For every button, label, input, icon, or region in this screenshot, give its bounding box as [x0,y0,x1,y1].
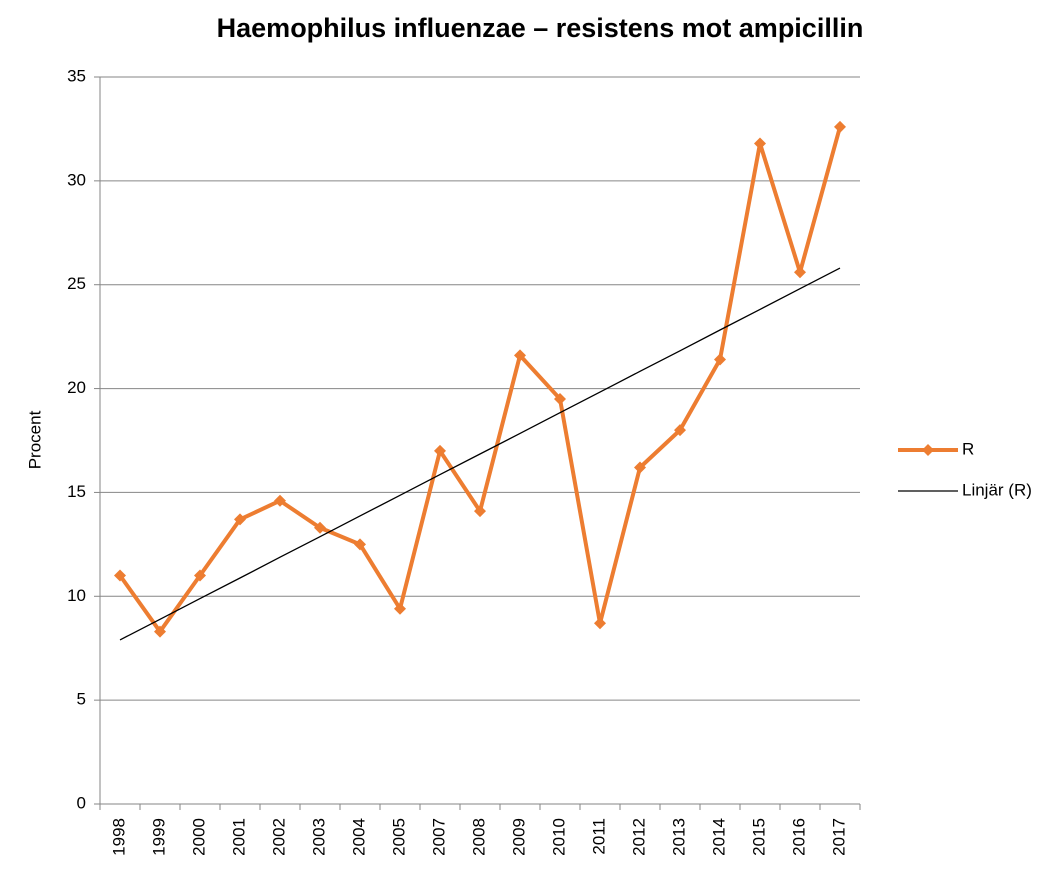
x-tick-label: 2011 [589,818,608,855]
x-tick-label: 2017 [829,818,848,856]
x-tick-label: 2003 [309,818,328,856]
marker [514,349,526,362]
legend-label: R [962,439,974,458]
x-tick-label: 2015 [749,818,768,856]
x-tick-label: 2009 [509,818,528,856]
y-tick-label: 25 [67,274,86,293]
marker [314,521,326,534]
legend-label: Linjär (R) [962,480,1032,499]
marker [834,120,846,133]
x-tick-label: 1999 [149,818,168,856]
x-tick-label: 2016 [789,818,808,856]
x-tick-label: 2001 [229,818,248,856]
marker [474,505,486,518]
y-tick-label: 10 [67,586,86,605]
x-tick-label: 2007 [429,818,448,856]
y-tick-label: 15 [67,482,86,501]
y-axis-label: Procent [25,410,44,469]
marker [394,602,406,615]
marker [154,625,166,638]
y-tick-label: 5 [77,690,86,709]
marker [234,513,246,526]
chart-title: Haemophilus influenzae – resistens mot a… [217,13,864,43]
y-tick-label: 30 [67,170,86,189]
x-tick-label: 2010 [549,818,568,856]
x-tick-label: 2013 [669,818,688,856]
marker [634,461,646,474]
y-tick-label: 20 [67,378,86,397]
x-tick-label: 2014 [709,818,728,856]
marker [594,617,606,630]
marker [354,538,366,551]
x-tick-label: 2000 [189,818,208,856]
y-tick-label: 0 [77,793,86,812]
legend-marker [922,444,934,456]
marker [754,137,766,150]
x-tick-label: 1998 [109,818,128,856]
marker [714,353,726,366]
marker [274,494,286,507]
series-line [118,126,842,634]
x-tick-label: 2012 [629,818,648,856]
marker [674,424,686,437]
marker [434,444,446,457]
trend-line [119,267,841,641]
x-tick-label: 2008 [469,818,488,856]
y-tick-label: 35 [67,66,86,85]
marker [554,392,566,405]
marker [194,569,206,582]
x-tick-label: 2004 [349,818,368,856]
x-tick-label: 2005 [389,818,408,856]
marker [794,266,806,279]
marker [114,569,126,582]
x-tick-label: 2002 [269,818,288,856]
